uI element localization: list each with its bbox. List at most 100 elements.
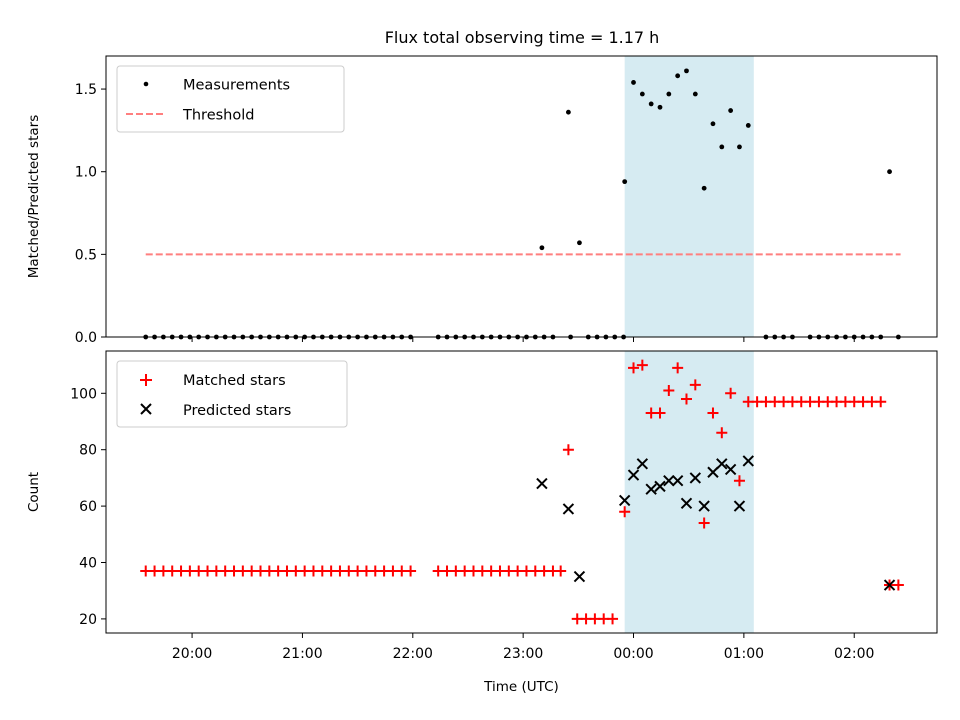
matched-stars-point — [619, 506, 631, 518]
y-tick-label: 100 — [70, 386, 97, 402]
predicted-stars-point — [733, 500, 746, 512]
matched-stars-legend-marker — [140, 374, 152, 386]
predicted-stars-point — [645, 483, 657, 495]
predicted-stars-point — [562, 503, 575, 515]
measurement-point — [728, 108, 734, 113]
predicted-stars-point — [654, 480, 666, 493]
count-legend-box — [116, 360, 348, 428]
measurement-point — [887, 169, 892, 175]
y-tick-label: 1.0 — [75, 165, 97, 181]
predicted-stars-point — [883, 579, 896, 591]
predicted-stars-point — [618, 494, 631, 507]
y-tick-label: 0.0 — [75, 330, 97, 346]
y-tick-label: 20 — [79, 612, 97, 628]
count-x-ticks: 20:00 21:00 22:00 23:00 00:00 01:00 02:00 — [172, 633, 874, 662]
y-tick-label: 0.5 — [75, 247, 97, 263]
matched-stars-point — [707, 407, 719, 419]
x-tick-label: 20:00 — [172, 646, 212, 662]
measurement-point — [648, 101, 654, 107]
matched-stars-point — [716, 427, 728, 439]
measurement-point — [692, 91, 698, 97]
y-tick-label: 60 — [79, 499, 97, 515]
matched-stars-point — [689, 379, 701, 391]
count-axes-frame — [105, 350, 938, 634]
matched-stars-point — [636, 359, 648, 371]
matched-stars-point — [875, 396, 887, 408]
predicted-stars-point — [724, 463, 737, 476]
ratio-markers — [143, 68, 901, 340]
matched-stars-point — [562, 444, 574, 456]
matched-stars-point — [607, 613, 619, 625]
x-tick-label: 21:00 — [282, 646, 322, 662]
matched-stars-point — [733, 475, 745, 487]
ratio-x-ticks — [191, 337, 855, 342]
predicted-stars-point — [742, 455, 754, 467]
matched-stars-point — [672, 362, 684, 374]
predicted-stars-point — [689, 472, 702, 484]
ratio-y-axis-label: Matched/Predicted stars — [26, 115, 42, 278]
predicted-stars-point — [707, 466, 719, 478]
predicted-stars-point — [663, 475, 675, 487]
predicted-stars-point — [671, 475, 684, 487]
measurement-point — [701, 185, 707, 191]
predicted-stars-point — [627, 469, 640, 481]
measurement-point — [675, 73, 681, 79]
ratio-axes-frame — [105, 55, 938, 338]
matched-stars-point — [663, 384, 675, 396]
ratio-legend: Measurements Threshold — [116, 65, 345, 133]
x-tick-label: 02:00 — [834, 646, 874, 662]
measurement-point — [745, 123, 751, 128]
measurements-legend-marker — [143, 81, 149, 87]
observing-window-highlight — [624, 56, 754, 337]
ratio-legend-box — [116, 65, 345, 133]
measurement-point — [566, 109, 571, 115]
predicted-stars-legend-label: Predicted stars — [183, 403, 291, 419]
measurement-point — [719, 144, 725, 150]
count-panel: 20 40 60 80 100 20:00 21:00 22:00 23:00 00:00 01:… — [26, 350, 938, 695]
figure-title: Flux total observing time = 1.17 h — [385, 28, 660, 47]
x-tick-label: 23:00 — [503, 646, 543, 662]
predicted-stars-point — [716, 458, 728, 470]
measurement-point — [666, 91, 672, 97]
count-legend: Matched stars Predicted stars — [116, 360, 348, 428]
x-tick-label: 00:00 — [613, 646, 653, 662]
measurements-legend-label: Measurements — [183, 78, 290, 94]
matched-stars-point — [680, 393, 692, 405]
x-axis-label: Time (UTC) — [483, 679, 559, 695]
measurement-point — [657, 104, 663, 110]
predicted-stars-point — [636, 458, 649, 470]
matched-stars-point — [405, 565, 417, 577]
predicted-stars-legend-marker — [140, 403, 152, 415]
threshold-legend-label: Threshold — [182, 108, 254, 124]
y-tick-label: 1.5 — [75, 82, 97, 98]
ratio-panel: 0.0 0.5 1.0 1.5 Matched/Predicted stars Mea… — [26, 55, 938, 346]
measurement-point — [622, 179, 628, 185]
matched-stars-point — [628, 362, 640, 374]
count-y-ticks: 20 40 60 80 100 — [70, 386, 106, 628]
predicted-stars-point — [680, 497, 693, 509]
count-y-axis-label: Count — [26, 472, 42, 512]
y-tick-label: 80 — [79, 443, 97, 459]
matched-stars-point — [892, 579, 904, 591]
matched-stars-point — [725, 387, 737, 399]
predicted-stars-point — [573, 570, 586, 583]
measurement-point — [577, 240, 582, 246]
measurement-point — [737, 144, 742, 150]
count-markers — [140, 359, 904, 625]
measurement-point — [539, 245, 545, 251]
measurement-point — [631, 80, 636, 85]
measurement-point — [710, 121, 716, 127]
x-tick-label: 01:00 — [724, 646, 764, 662]
predicted-stars-point — [698, 500, 710, 512]
matched-stars-point — [698, 517, 710, 529]
x-tick-label: 22:00 — [393, 646, 433, 662]
measurement-point — [684, 68, 689, 74]
y-tick-label: 40 — [79, 556, 97, 572]
predicted-stars-point — [536, 477, 548, 490]
ratio-y-ticks: 0.0 0.5 1.0 1.5 — [75, 82, 106, 346]
matched-stars-point — [654, 407, 666, 419]
matched-stars-point — [555, 565, 567, 577]
measurement-point — [639, 91, 645, 97]
matched-stars-legend-label: Matched stars — [183, 373, 286, 389]
